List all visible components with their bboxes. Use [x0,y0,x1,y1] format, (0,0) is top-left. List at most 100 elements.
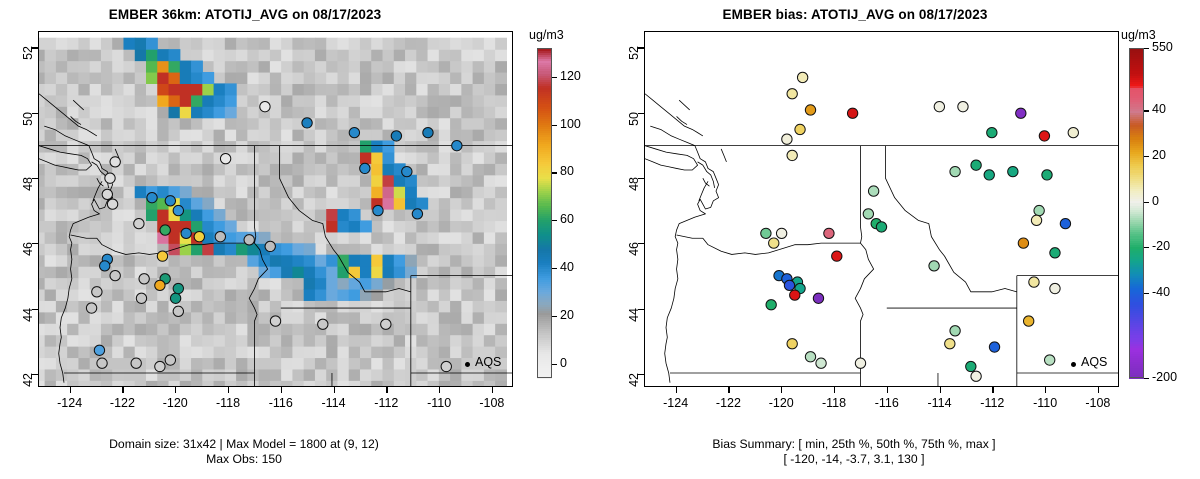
x-tick [280,387,282,393]
y-tick [638,177,644,180]
colorbar-tick [552,363,557,365]
x-tick-label: -124 [663,396,689,410]
y-tick [638,47,644,49]
x-tick-label: -114 [927,396,952,410]
colorbar-title: ug/m3 [1121,28,1156,42]
colorbar-frame [1129,48,1144,378]
colorbar-tick-label: 0 [1152,193,1159,208]
x-tick-label: -118 [821,396,847,410]
colorbar-tick [552,268,557,270]
x-tick-label: -108 [1085,396,1111,410]
x-tick-label: -118 [215,396,241,410]
y-tick [32,177,38,180]
colorbar-tick [1144,201,1149,203]
y-tick [32,243,38,245]
y-tick [638,308,644,310]
y-tick [32,373,38,376]
colorbar-tick [1144,48,1149,50]
y-tick [32,112,38,114]
colorbar-tick-label: -200 [1152,370,1178,384]
colorbar-gradient [1129,48,1144,379]
panel-title: EMBER bias: ATOTIJ_AVG on 08/17/2023 [722,7,988,22]
x-tick [886,387,888,393]
colorbar-title: ug/m3 [529,28,564,42]
colorbar-tick-label: 100 [560,116,581,131]
colorbar-tick [552,76,557,78]
x-tick [675,387,677,393]
colorbar-tick [552,220,557,222]
x-tick [1045,387,1047,393]
colorbar-tick [1144,247,1149,249]
colorbar-tick [1144,292,1149,294]
aqs-legend-label: AQS [1081,355,1108,369]
x-tick-label: -108 [479,396,505,410]
colorbar-tick-label: 550 [1152,40,1173,54]
x-tick [992,387,994,393]
x-tick [175,387,177,393]
colorbar-tick-label: 20 [560,307,574,322]
x-tick-label: -122 [109,396,135,410]
panel-model: EMBER 36km: ATOTIJ_AVG on 08/17/2023 -12… [21,7,581,466]
colorbar-tick-label: 120 [560,68,581,83]
caption-line-2: Max Obs: 150 [206,452,282,466]
x-tick [939,387,941,393]
aqs-legend-dot [1071,362,1076,367]
panel-bias: EMBER bias: ATOTIJ_AVG on 08/17/2023 -12… [600,0,1200,479]
aqs-legend-dot [465,362,470,367]
colorbar-tick [1144,378,1149,380]
x-tick-label: -120 [162,396,188,410]
colorbar-tick [552,172,557,174]
colorbar-tick-label: 20 [1152,148,1166,162]
x-tick [122,387,124,393]
y-tick [638,112,644,114]
colorbar-tick [1144,110,1149,112]
x-tick [491,387,494,393]
colorbar-tick-label: 60 [560,212,574,227]
map-canvas-model [39,32,512,386]
caption-line-2: [ -120, -14, -3.7, 3.1, 130 ] [783,452,925,466]
caption-line-1: Domain size: 31x42 | Max Model = 1800 at… [109,437,379,451]
x-tick-label: -120 [768,396,794,410]
colorbar-tick-label: 40 [560,260,574,274]
x-tick [728,387,730,393]
x-tick [1097,387,1100,393]
colorbar-frame [537,48,552,378]
plot-area-bias[interactable] [644,31,1119,387]
colorbar-tick [552,124,557,126]
x-tick-label: -124 [57,396,83,410]
colorbar-gradient [537,48,552,379]
caption-line-1: Bias Summary: [ min, 25th %, 50th %, 75t… [712,437,996,451]
x-tick-label: -110 [1033,396,1058,410]
x-tick [439,387,441,393]
map-canvas-bias [645,32,1118,386]
y-tick [638,373,644,376]
x-tick [386,387,388,393]
x-tick [228,387,230,393]
colorbar-tick [552,315,557,317]
x-tick-label: -112 [980,396,1005,410]
panel-title: EMBER 36km: ATOTIJ_AVG on 08/17/2023 [108,7,382,22]
y-tick [638,243,644,245]
colorbar-tick-label: 80 [560,164,574,179]
x-tick [69,387,71,393]
x-tick-label: -122 [715,396,741,410]
colorbar-tick [1144,156,1149,158]
colorbar-model: ug/m3 0 20 40 60 80 100 120 [529,28,581,379]
aqs-legend-label: AQS [475,355,502,369]
y-tick [32,47,38,49]
x-tick [834,387,836,393]
plot-area-model[interactable] [38,31,513,387]
x-tick-label: -114 [321,396,346,410]
x-tick-label: -116 [268,396,293,410]
x-tick-label: -112 [374,396,399,410]
colorbar-tick-label: -20 [1152,239,1171,254]
x-tick [333,387,335,393]
x-tick-label: -110 [427,396,452,410]
colorbar-tick-label: -40 [1152,284,1171,299]
y-tick [32,308,38,310]
colorbar-bias: ug/m3 -200 -40 -20 0 20 40 550 [600,0,1200,479]
x-tick-label: -116 [874,396,899,410]
x-tick [781,387,783,393]
colorbar-tick-label: 40 [1152,102,1166,117]
